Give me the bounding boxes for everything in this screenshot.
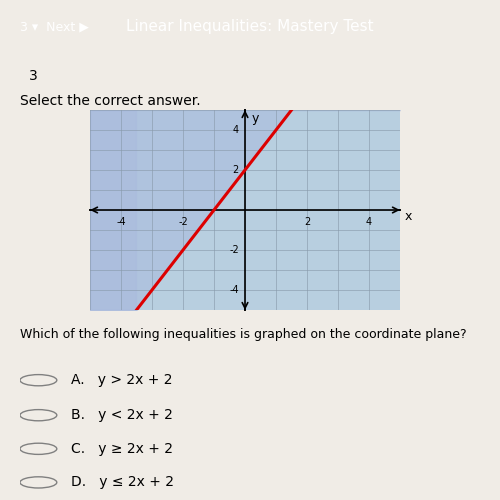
Text: x: x [404, 210, 412, 224]
Text: -2: -2 [178, 217, 188, 227]
Text: D.   y ≤ 2x + 2: D. y ≤ 2x + 2 [70, 476, 174, 490]
Text: C.   y ≥ 2x + 2: C. y ≥ 2x + 2 [70, 442, 172, 456]
Text: 2: 2 [304, 217, 310, 227]
Text: Select the correct answer.: Select the correct answer. [20, 94, 201, 108]
Text: 4: 4 [366, 217, 372, 227]
Text: 3: 3 [29, 69, 38, 83]
Text: 2: 2 [232, 165, 239, 175]
Text: B.   y < 2x + 2: B. y < 2x + 2 [70, 408, 172, 422]
Text: A.   y > 2x + 2: A. y > 2x + 2 [70, 373, 172, 387]
Text: 3 ▾  Next ▶: 3 ▾ Next ▶ [20, 20, 89, 34]
Text: -2: -2 [229, 245, 239, 255]
Text: y: y [251, 112, 258, 125]
Text: -4: -4 [229, 285, 239, 295]
Text: -4: -4 [116, 217, 126, 227]
Text: Which of the following inequalities is graphed on the coordinate plane?: Which of the following inequalities is g… [20, 328, 466, 341]
Text: 4: 4 [232, 125, 239, 135]
Text: Linear Inequalities: Mastery Test: Linear Inequalities: Mastery Test [126, 20, 374, 34]
